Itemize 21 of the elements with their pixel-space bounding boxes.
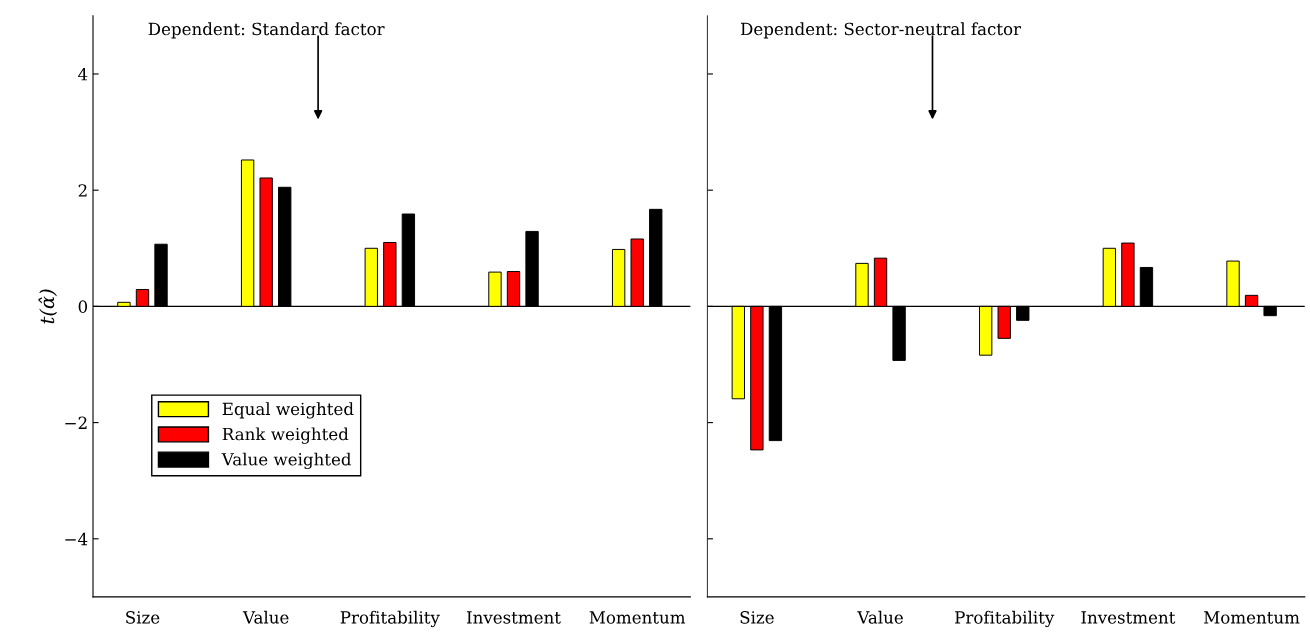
y-tick-label: −2 — [65, 416, 87, 429]
x-tick-label: Value — [242, 610, 289, 624]
y-tick-label: 4 — [78, 67, 88, 81]
annotation: Dependent: Standard factor — [148, 22, 385, 39]
y-tick-label: −4 — [65, 532, 88, 546]
y-axis-title: t(α̂) — [38, 289, 58, 324]
x-tick-label: Size — [740, 611, 774, 624]
legend-label: Rank weighted — [222, 427, 349, 444]
y-tick-label: 0 — [78, 300, 88, 313]
x-tick-label: Profitability — [955, 610, 1055, 628]
legend-label: Value weighted — [221, 452, 352, 470]
x-tick-label: Momentum — [1204, 611, 1300, 624]
legend-label: Equal weighted — [222, 402, 354, 419]
x-tick-label: Investment — [466, 611, 561, 624]
y-tick-label: 2 — [78, 184, 87, 197]
x-tick-label: Profitability — [340, 610, 440, 628]
x-tick-label: Size — [126, 611, 160, 624]
x-tick-label: Investment — [1081, 611, 1176, 624]
x-tick-label: Value — [857, 610, 903, 624]
x-tick-label: Momentum — [589, 611, 686, 624]
annotation: Dependent: Sector-neutral factor — [740, 22, 1022, 39]
